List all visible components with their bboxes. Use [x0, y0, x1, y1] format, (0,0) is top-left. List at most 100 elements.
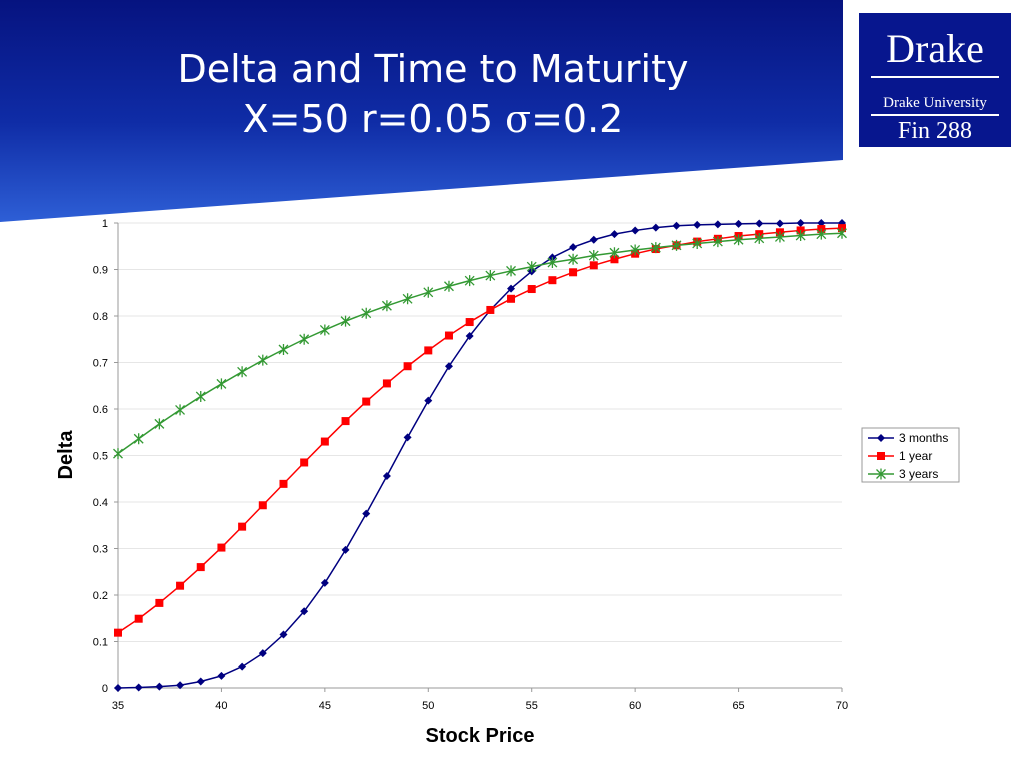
data-point-3-months — [713, 220, 722, 229]
x-tick-label: 55 — [526, 700, 538, 712]
y-tick-label: 0.2 — [93, 590, 108, 602]
legend-marker-3-months — [877, 434, 885, 442]
data-point-3-months — [134, 683, 143, 692]
data-point-3-months — [651, 223, 660, 232]
series-3-years — [113, 227, 847, 460]
data-point-3-months — [569, 243, 578, 252]
data-point-3-months — [217, 671, 226, 680]
series-1-year — [114, 224, 846, 637]
data-point-1-year — [507, 294, 516, 303]
drake-logo: Drake Drake University Fin 288 — [858, 12, 1012, 148]
y-tick-label: 0.9 — [93, 265, 108, 277]
logo-rule-top — [871, 76, 999, 78]
data-point-3-months — [114, 684, 122, 692]
data-point-3-years — [506, 265, 516, 277]
data-point-1-year — [444, 331, 453, 340]
data-point-3-years — [278, 343, 289, 355]
data-point-1-year — [527, 285, 536, 294]
data-point-3-years — [216, 378, 227, 390]
legend-label-3-years: 3 years — [899, 467, 938, 481]
data-point-3-months — [444, 362, 453, 371]
data-point-3-months — [258, 649, 267, 658]
data-point-3-years — [133, 433, 144, 445]
y-tick-label: 0.4 — [93, 497, 108, 509]
data-point-3-years — [175, 404, 186, 416]
data-point-3-months — [755, 219, 764, 228]
data-point-3-months — [817, 219, 826, 227]
data-point-3-years — [485, 270, 496, 282]
series-plot — [113, 219, 847, 692]
data-point-3-years — [381, 300, 392, 312]
x-tick-label: 35 — [112, 700, 124, 712]
data-point-3-years — [692, 237, 703, 249]
data-point-3-years — [837, 227, 847, 239]
chart-legend: 3 months 1 year 3 years — [861, 427, 960, 483]
data-point-1-year — [196, 563, 205, 572]
y-axis-title: Delta — [55, 430, 77, 480]
series-3-months — [114, 219, 846, 692]
data-point-3-years — [444, 280, 454, 292]
y-tick-label: 0.5 — [93, 451, 108, 463]
data-point-1-year — [569, 268, 578, 277]
data-point-3-years — [609, 247, 620, 259]
data-point-3-years — [319, 324, 330, 336]
gridlines — [118, 222, 842, 642]
y-tick-label: 0.3 — [93, 544, 108, 556]
data-point-3-years — [568, 253, 579, 265]
data-point-3-months — [775, 219, 784, 228]
data-point-3-years — [795, 230, 806, 242]
x-tick-label: 40 — [215, 700, 227, 712]
data-point-1-year — [610, 255, 619, 264]
x-tick-label: 65 — [732, 700, 744, 712]
data-point-3-months — [196, 677, 205, 686]
data-point-3-years — [733, 234, 744, 246]
data-point-3-years — [237, 366, 248, 378]
data-point-3-years — [774, 231, 785, 243]
data-point-3-months — [403, 433, 412, 442]
legend-marker-1-year — [877, 452, 885, 460]
data-point-3-months — [341, 545, 350, 554]
axes: 0 0.1 0.2 0.3 0.4 0.5 0.6 0.7 0.8 0.9 1 35 40 45 50 55 6… — [93, 218, 848, 712]
data-point-3-years — [547, 257, 558, 269]
data-point-3-years — [340, 315, 351, 327]
data-point-1-year — [238, 522, 247, 531]
legend-label-1-year: 1 year — [899, 449, 932, 463]
data-point-3-months — [693, 220, 702, 229]
legend-item-3-years: 3 years — [868, 467, 938, 481]
data-point-3-months — [631, 226, 640, 235]
title-line-2-prefix: X=50 r=0.05 — [242, 97, 506, 141]
y-tick-label: 0.8 — [93, 311, 108, 323]
data-point-3-months — [589, 235, 598, 244]
data-point-3-years — [816, 228, 827, 240]
data-point-1-year — [176, 581, 185, 590]
title-line-1: Delta and Time to Maturity — [177, 47, 689, 91]
logo-course: Fin 288 — [897, 118, 972, 144]
data-point-3-years — [630, 244, 641, 256]
data-point-3-months — [796, 219, 805, 227]
title-line-2-suffix: =0.2 — [531, 97, 624, 141]
data-point-3-months — [279, 630, 288, 639]
data-point-3-years — [257, 354, 268, 366]
y-tick-label: 0.1 — [93, 637, 108, 649]
data-point-1-year — [403, 362, 412, 371]
series-line-1-year — [117, 227, 843, 634]
slide-header-background — [0, 0, 843, 222]
data-point-3-months — [610, 230, 619, 239]
data-point-3-months — [300, 607, 309, 616]
x-tick-label: 50 — [422, 700, 434, 712]
data-point-3-years — [712, 236, 723, 248]
data-point-1-year — [217, 543, 226, 552]
data-point-3-years — [526, 261, 537, 273]
logo-name: Drake — [886, 26, 984, 71]
sigma-symbol: σ — [505, 97, 532, 141]
logo-rule-bottom — [871, 114, 999, 116]
data-point-3-years — [361, 307, 372, 319]
legend-marker-3-years — [876, 468, 886, 480]
data-point-1-year — [279, 479, 288, 488]
legend-item-3-months: 3 months — [868, 431, 948, 445]
data-point-1-year — [589, 261, 598, 270]
data-point-1-year — [258, 501, 267, 510]
data-point-3-months — [734, 219, 743, 228]
data-point-3-years — [464, 275, 475, 287]
